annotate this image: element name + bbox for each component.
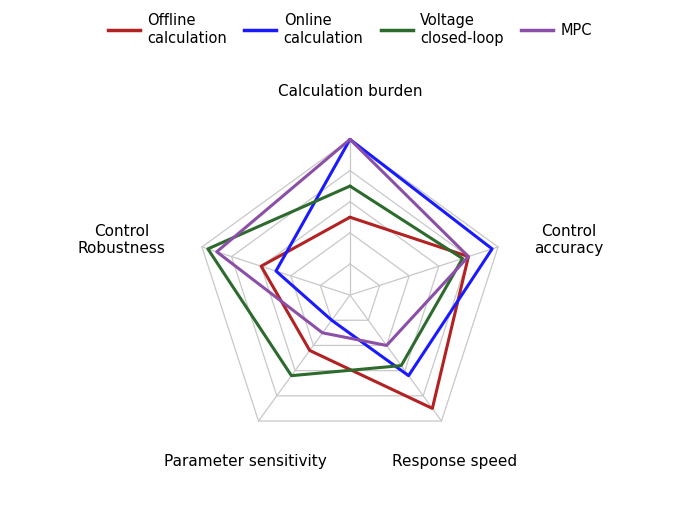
Text: Control
Robustness: Control Robustness <box>78 224 166 256</box>
Legend: Offline
calculation, Online
calculation, Voltage
closed-loop, MPC: Offline calculation, Online calculation,… <box>102 7 598 51</box>
Text: Calculation burden: Calculation burden <box>278 84 422 99</box>
Text: Control
accuracy: Control accuracy <box>534 224 603 256</box>
Text: Parameter sensitivity: Parameter sensitivity <box>164 454 327 469</box>
Text: Response speed: Response speed <box>392 454 517 469</box>
